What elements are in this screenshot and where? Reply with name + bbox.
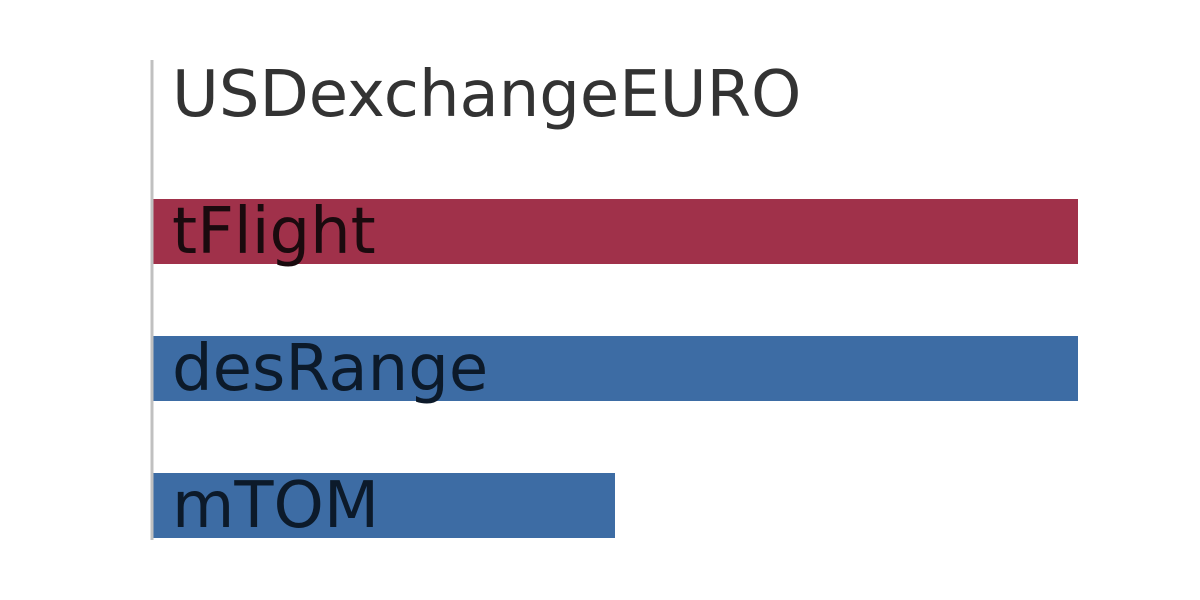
bar-label-0: USDexchangeEURO <box>172 58 801 132</box>
bar-1 <box>152 199 1078 264</box>
bar-2 <box>152 336 1078 401</box>
bar-3 <box>152 473 615 538</box>
bar-label-3: mTOM <box>172 469 379 543</box>
labels-layer: USDexchangeEURO tFlight desRange mTOM <box>172 58 801 543</box>
bar-label-2: desRange <box>172 332 488 406</box>
bar-label-1: tFlight <box>172 195 376 269</box>
bars-layer <box>152 199 1078 538</box>
